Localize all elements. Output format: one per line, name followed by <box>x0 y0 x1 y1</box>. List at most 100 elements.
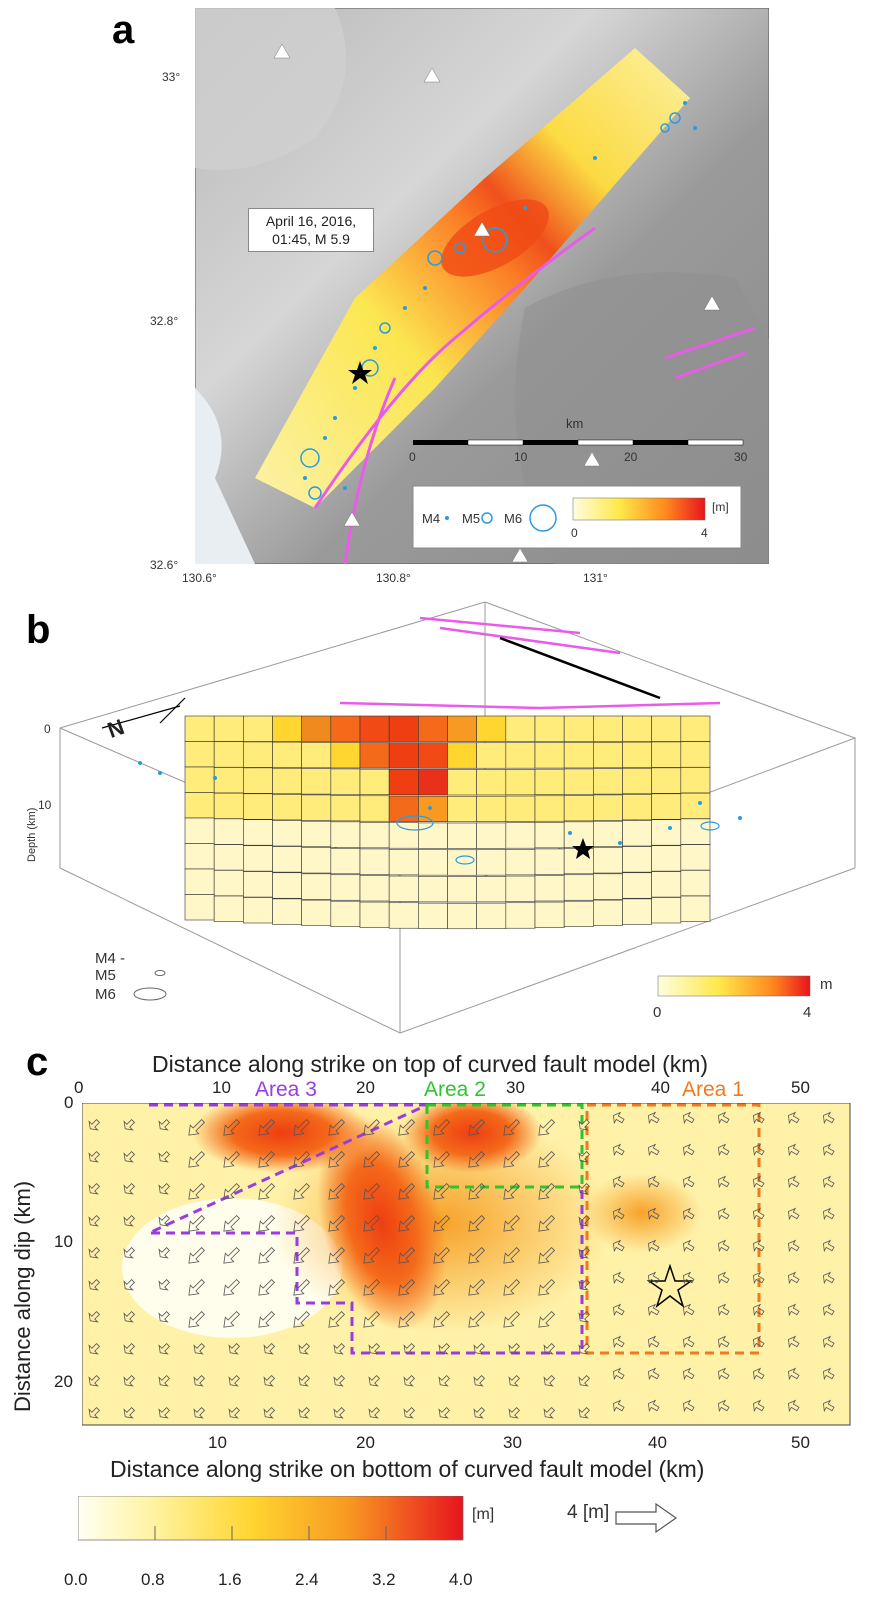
slip-vector-arrow <box>298 1343 310 1355</box>
slip-vector-arrow <box>578 1375 590 1387</box>
slip-vector-arrow <box>403 1375 415 1387</box>
slip-vector-arrow <box>823 1143 835 1157</box>
panel-c-label: c <box>26 1040 49 1084</box>
scale-tick-10: 10 <box>514 450 528 464</box>
slip-vector-arrow <box>823 1367 835 1381</box>
fault-subfault-cell <box>622 846 652 873</box>
fault-subfault-cell <box>301 794 332 821</box>
fault-subfault-cell <box>330 900 361 928</box>
fault-subfault-cell <box>301 873 332 900</box>
fault-subfault-cell <box>272 794 302 821</box>
fault-subfault-cell <box>243 871 273 898</box>
b-cbar-unit: m <box>820 976 833 993</box>
fault-subfault-cell <box>476 715 507 742</box>
slip-vector-arrow <box>433 1311 450 1328</box>
fault-subfault-cell <box>359 795 390 822</box>
fault-subfault-cell <box>680 792 711 819</box>
slip-vector-arrow <box>258 1183 275 1200</box>
fault-subfault-cell <box>447 769 477 796</box>
slip-vector-arrow <box>823 1399 835 1413</box>
fault-subfault-cell <box>593 899 623 926</box>
fault-subfault-cell <box>272 898 302 925</box>
fault-subfault-cell <box>651 819 682 846</box>
slip-vector-arrow <box>368 1375 380 1387</box>
slip-vector-arrow <box>823 1303 835 1317</box>
slip-vector-arrow <box>188 1151 205 1168</box>
slip-vector-arrow <box>193 1343 205 1355</box>
fault-subfault-cell <box>330 795 361 822</box>
fault-subfault-cell <box>388 742 419 769</box>
slip-vector-arrow <box>293 1311 310 1328</box>
fault-subfault-cell <box>301 899 332 926</box>
slip-vector-arrow <box>683 1399 695 1413</box>
slip-vector-arrow <box>363 1215 380 1232</box>
panel-a-label: a <box>112 8 135 52</box>
slip-vector-arrow <box>123 1311 135 1323</box>
c-vector-scale: 4 [m] <box>567 1502 610 1523</box>
fault-subfault-cell <box>359 901 390 928</box>
c-cbar-tick-1-6: 1.6 <box>218 1570 242 1589</box>
slip-vector-arrow <box>158 1215 170 1227</box>
slip-vector-arrow <box>578 1247 590 1259</box>
slip-vector-arrow <box>328 1311 345 1328</box>
c-cbar-tick-0-8: 0.8 <box>141 1570 165 1589</box>
slip-vector-arrow <box>398 1119 415 1136</box>
slip-vector-arrow <box>538 1183 555 1200</box>
slip-vector-arrow <box>468 1215 485 1232</box>
slip-vector-arrow <box>648 1207 660 1221</box>
slip-vector-arrow <box>363 1247 380 1264</box>
fault-subfault-cell <box>563 900 594 928</box>
slip-vector-arrow <box>468 1119 485 1136</box>
slip-vector-arrow <box>503 1183 520 1200</box>
fault-subfault-cell <box>447 742 477 769</box>
slip-vector-arrow <box>433 1279 450 1296</box>
c-top-axis-title: Distance along strike on top of curved f… <box>152 1051 709 1077</box>
slip-vector-arrow <box>538 1215 555 1232</box>
c-bottom-tick-30: 30 <box>503 1433 522 1452</box>
slip-vector-arrow <box>538 1151 555 1168</box>
fault-subfault-cell <box>476 876 507 903</box>
slip-vector-arrow <box>503 1215 520 1232</box>
slip-vector-arrow <box>123 1375 135 1387</box>
slip-vector-arrow <box>468 1279 485 1296</box>
fault-subfault-cell <box>330 847 361 875</box>
fault-subfault-cell <box>184 843 215 870</box>
fault-subfault-cell <box>622 820 652 847</box>
slip-vector-arrow <box>193 1407 205 1419</box>
slip-vector-arrow <box>88 1375 100 1387</box>
fault-subfault-cell <box>563 742 594 769</box>
area-2-label: Area 2 <box>424 1078 486 1101</box>
slip-vector-arrow <box>158 1375 170 1387</box>
slip-vector-arrow <box>718 1143 730 1157</box>
slip-vector-arrow <box>718 1399 730 1413</box>
fault-subfault-cell <box>184 715 215 742</box>
c-cbar-unit: [m] <box>472 1506 495 1523</box>
slip-vector-arrow <box>718 1335 730 1349</box>
slip-vector-arrow <box>503 1311 520 1328</box>
slip-vector-arrow <box>293 1183 310 1200</box>
slip-vector-arrow <box>223 1119 240 1136</box>
c-y-tick-20: 20 <box>54 1372 73 1391</box>
slip-vector-arrow <box>578 1407 590 1419</box>
slip-vector-arrow <box>788 1111 800 1125</box>
lon-tick-130-6: 130.6° <box>182 571 217 585</box>
slip-vector-arrow <box>258 1119 275 1136</box>
slip-vector-arrow <box>683 1367 695 1381</box>
scale-tick-30: 30 <box>734 450 748 464</box>
fault-subfault-cell <box>593 742 623 769</box>
slip-vector-arrow <box>363 1183 380 1200</box>
fault-subfault-cell <box>505 902 536 929</box>
slip-vector-arrow <box>613 1111 625 1125</box>
slip-vector-arrow <box>158 1119 170 1131</box>
fault-subfault-cell <box>651 897 682 924</box>
b-legend-m4: M4 - <box>95 950 125 967</box>
slip-vector-arrow <box>468 1247 485 1264</box>
slip-vector-arrow <box>333 1343 345 1355</box>
mainshock-callout: April 16, 2016, 01:45, M 5.9 <box>248 208 374 252</box>
fault-subfault-cell <box>563 821 594 848</box>
slip-vector-arrow <box>648 1271 660 1285</box>
fault-subfault-cell <box>213 715 244 742</box>
slip-vector-arrow <box>158 1183 170 1195</box>
slip-vector-arrow <box>788 1303 800 1317</box>
slip-vector-arrow <box>188 1119 205 1136</box>
